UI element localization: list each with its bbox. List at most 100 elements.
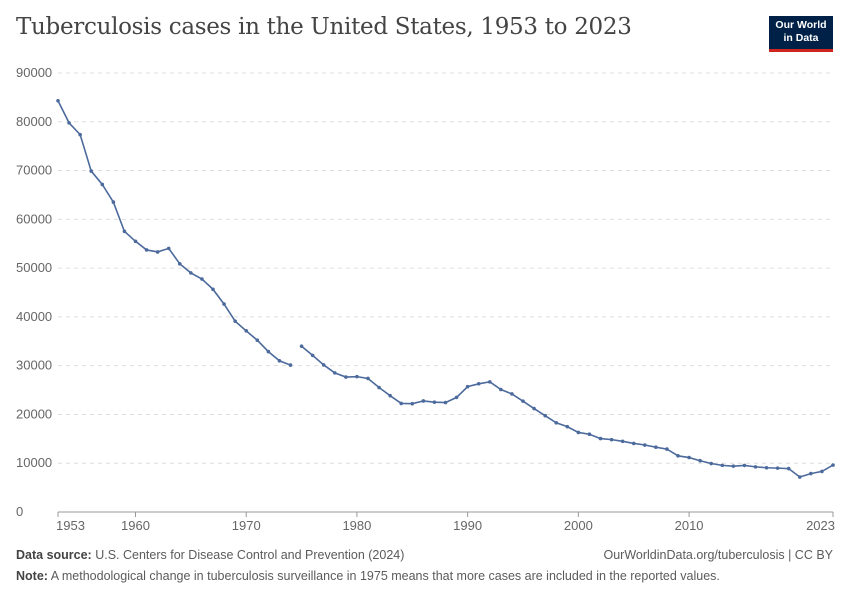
data-point [189, 271, 193, 275]
data-point [122, 229, 127, 234]
data-point [709, 461, 714, 466]
data-point [786, 466, 791, 471]
data-point [277, 358, 282, 363]
source-label: Data source: [16, 548, 92, 562]
x-tick-label: 2010 [675, 518, 704, 533]
owid-logo[interactable]: Our World in Data [769, 16, 833, 52]
data-point [344, 375, 348, 379]
data-point [166, 246, 171, 251]
data-point [432, 400, 437, 404]
data-point [133, 239, 138, 244]
data-point [233, 319, 237, 323]
data-point [388, 393, 392, 398]
series-line [57, 100, 291, 366]
data-point [89, 169, 94, 173]
y-tick-label: 20000 [16, 406, 52, 421]
data-point [266, 349, 271, 354]
y-tick-label: 60000 [16, 211, 52, 226]
note-label: Note: [16, 569, 48, 583]
data-source: Data source: U.S. Centers for Disease Co… [16, 548, 404, 562]
x-tick-label: 1980 [342, 518, 371, 533]
data-point [299, 344, 304, 349]
data-point [144, 248, 149, 252]
data-point [78, 132, 82, 137]
data-point [775, 466, 780, 470]
data-point [288, 363, 293, 367]
data-point [200, 277, 204, 281]
data-point [100, 182, 105, 187]
y-tick-label: 30000 [16, 358, 52, 373]
logo-line1: Our World [775, 19, 827, 31]
note: Note: A methodological change in tubercu… [16, 569, 720, 583]
y-tick-label: 80000 [16, 114, 52, 129]
source-text: U.S. Centers for Disease Control and Pre… [95, 548, 405, 562]
data-point [499, 387, 503, 392]
data-point [809, 471, 813, 476]
source-url[interactable]: OurWorldinData.org/tuberculosis | CC BY [603, 548, 834, 562]
data-point [742, 463, 747, 468]
data-point [609, 437, 614, 442]
data-point [687, 455, 691, 460]
data-point [510, 392, 514, 396]
data-point [155, 250, 160, 254]
x-tick-label: 1960 [121, 518, 150, 533]
data-point [244, 329, 249, 333]
data-point [543, 413, 547, 418]
x-tick-label: 1990 [453, 518, 482, 533]
data-point [476, 381, 481, 386]
y-tick-label: 90000 [16, 65, 52, 80]
data-point [654, 445, 658, 450]
data-point [454, 395, 459, 400]
x-tick-label: 1953 [56, 518, 85, 533]
logo-line2: in Data [783, 32, 819, 44]
data-point [642, 443, 647, 447]
y-tick-label: 70000 [16, 163, 52, 178]
data-point [731, 464, 736, 468]
data-point [366, 376, 370, 381]
data-point [521, 399, 525, 403]
data-point [222, 302, 226, 306]
data-point [310, 353, 315, 358]
data-point [255, 338, 260, 343]
data-point [332, 371, 337, 375]
data-point [576, 430, 581, 435]
data-point [797, 475, 802, 479]
data-point [665, 447, 669, 451]
data-point [631, 441, 636, 446]
data-point [177, 262, 182, 266]
data-point [831, 463, 835, 467]
y-tick-label: 0 [16, 504, 23, 519]
data-point [421, 399, 426, 403]
data-point [399, 401, 404, 406]
data-point [620, 439, 625, 444]
data-point [321, 363, 326, 367]
data-point [355, 374, 359, 379]
x-tick-label: 2023 [806, 518, 835, 533]
data-point [764, 465, 769, 470]
data-point [532, 406, 536, 411]
y-tick-label: 50000 [16, 260, 52, 275]
data-point [487, 380, 492, 384]
y-tick-label: 10000 [16, 455, 52, 470]
note-text: A methodological change in tuberculosis … [50, 569, 720, 583]
data-point [565, 424, 570, 429]
data-point [587, 432, 592, 437]
data-point [676, 454, 680, 458]
data-point [443, 400, 448, 405]
data-point [720, 463, 725, 468]
data-point [410, 401, 415, 406]
data-point [753, 465, 758, 469]
x-tick-label: 2000 [564, 518, 593, 533]
data-point [465, 384, 470, 389]
data-point [56, 98, 60, 103]
data-point [698, 458, 702, 463]
data-point [820, 469, 824, 474]
chart-title: Tuberculosis cases in the United States,… [16, 14, 632, 40]
data-point [554, 421, 559, 425]
data-point [377, 385, 381, 390]
x-tick-label: 1970 [232, 518, 261, 533]
y-tick-label: 40000 [16, 309, 52, 324]
data-point [598, 436, 603, 441]
data-point [211, 287, 215, 292]
data-point [67, 121, 71, 125]
